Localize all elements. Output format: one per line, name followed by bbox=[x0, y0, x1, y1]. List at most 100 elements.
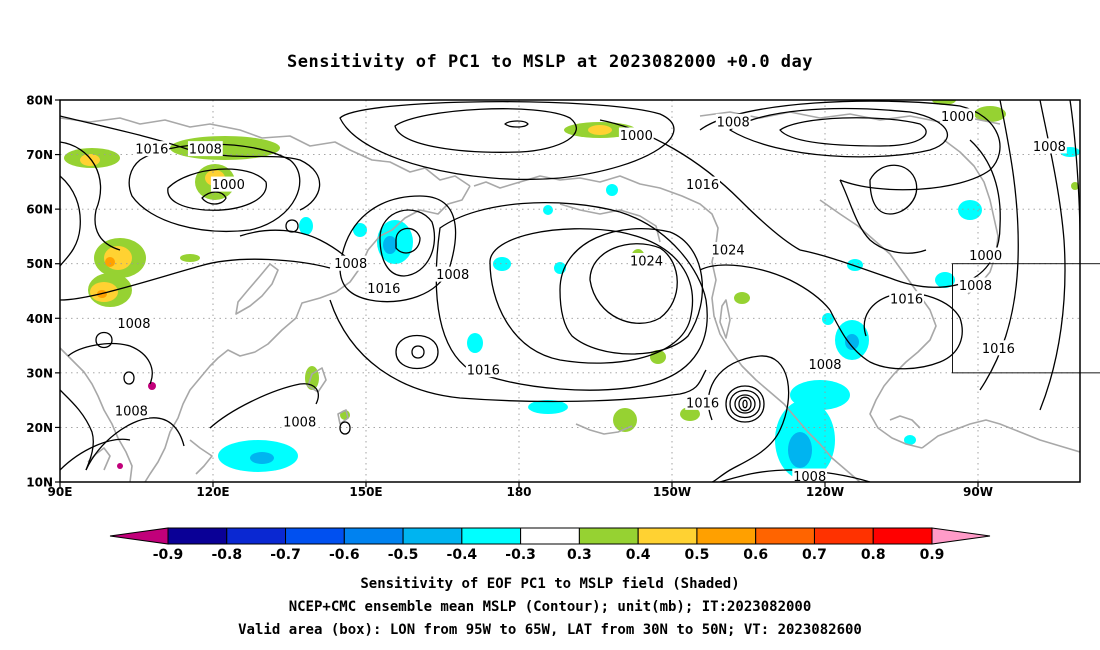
contour-label-bg bbox=[807, 356, 843, 372]
contour-line bbox=[734, 394, 756, 414]
shade-negative bbox=[543, 205, 553, 215]
chart-title: Sensitivity of PC1 to MSLP at 2023082000… bbox=[287, 52, 813, 72]
contour-label: 1008 bbox=[334, 257, 367, 272]
colorbar-segment bbox=[755, 527, 815, 545]
contour-line bbox=[60, 141, 121, 251]
contour-line bbox=[839, 179, 927, 254]
contour-line bbox=[489, 228, 694, 364]
contour-line bbox=[95, 331, 113, 349]
map-background bbox=[60, 100, 1080, 482]
contour-label: 1024 bbox=[630, 254, 663, 269]
contour-line bbox=[504, 120, 529, 128]
contour-label-bg bbox=[114, 403, 149, 419]
shade-positive-peak bbox=[105, 257, 115, 267]
coastline bbox=[943, 139, 999, 295]
colorbar-tick-label: -0.6 bbox=[329, 547, 360, 563]
shade-negative bbox=[790, 380, 850, 410]
contour-label: 1008 bbox=[115, 405, 148, 420]
shade-positive-core bbox=[588, 125, 612, 135]
y-tick-label: 70N bbox=[26, 148, 53, 162]
y-tick-label: 40N bbox=[26, 312, 53, 326]
contour-line bbox=[699, 100, 1001, 191]
colorbar-tick-label: 0.6 bbox=[743, 547, 768, 563]
coastline bbox=[559, 203, 661, 243]
contour-line bbox=[969, 139, 1001, 227]
contour-label-bg bbox=[187, 141, 223, 157]
contour-line bbox=[779, 117, 927, 147]
contour-line bbox=[559, 228, 704, 355]
contour-label-bg bbox=[210, 176, 246, 192]
contour-label: 1000 bbox=[212, 178, 245, 193]
contour-line bbox=[209, 383, 319, 429]
coastline bbox=[921, 419, 1080, 453]
contour-label-bg bbox=[685, 394, 720, 410]
contour-line bbox=[128, 143, 301, 233]
contour-line bbox=[394, 108, 577, 153]
contour-label-bg bbox=[134, 141, 170, 157]
contour-label-bg bbox=[116, 315, 152, 331]
colorbar-tick-label: -0.9 bbox=[153, 547, 184, 563]
shade-negative-core bbox=[250, 452, 274, 464]
colorbar-tick-label: -0.7 bbox=[270, 547, 301, 563]
coastline bbox=[307, 367, 327, 393]
contour-label: 1016 bbox=[135, 143, 168, 158]
colorbar-tick-label: 0.7 bbox=[802, 547, 827, 563]
contour-line bbox=[285, 219, 299, 233]
contour-label: 1000 bbox=[969, 249, 1002, 264]
contour-line bbox=[738, 396, 752, 412]
colorbar-segment bbox=[226, 527, 287, 545]
colorbar-segment bbox=[872, 527, 933, 545]
contour-line bbox=[201, 191, 227, 205]
contour-label-bg bbox=[366, 280, 402, 296]
contour-label: 1008 bbox=[189, 143, 222, 158]
contour-label-bg bbox=[958, 277, 993, 293]
shade-negative bbox=[606, 184, 618, 196]
colorbar-tick-label: 0.5 bbox=[685, 547, 710, 563]
contour-line bbox=[60, 438, 131, 471]
contour-label: 1008 bbox=[436, 268, 469, 283]
caption-line-3: Valid area (box): LON from 95W to 65W, L… bbox=[238, 622, 862, 638]
mslp-contours bbox=[60, 100, 1080, 482]
shade-positive bbox=[305, 366, 319, 390]
contour-label-bg bbox=[981, 340, 1016, 356]
contour-line bbox=[339, 421, 351, 435]
contour-line bbox=[339, 195, 457, 303]
shade-negative-extreme bbox=[117, 463, 123, 469]
contour-label: 1008 bbox=[959, 279, 992, 294]
contour-line bbox=[725, 385, 765, 423]
x-tick-label: 90W bbox=[963, 485, 993, 499]
x-tick-label: 90E bbox=[48, 485, 73, 499]
shade-positive bbox=[680, 407, 700, 421]
colorbar-segment bbox=[813, 527, 874, 545]
colorbar-high-extend bbox=[931, 527, 991, 545]
contour-label: 1016 bbox=[686, 178, 719, 193]
y-tick-label: 30N bbox=[26, 366, 53, 380]
shade-positive bbox=[1071, 182, 1079, 190]
contour-label: 1008 bbox=[793, 470, 826, 485]
map-frame bbox=[59, 99, 1081, 483]
colorbar-segment bbox=[461, 527, 522, 545]
contour-label-bg bbox=[282, 413, 318, 429]
shade-negative bbox=[935, 272, 955, 288]
coastline bbox=[189, 439, 213, 475]
contour-line bbox=[707, 355, 790, 482]
coastline bbox=[719, 299, 731, 339]
colorbar-segment bbox=[167, 527, 228, 545]
contour-label: 1024 bbox=[712, 244, 745, 259]
shade-negative bbox=[958, 200, 982, 220]
x-tick-label: 180 bbox=[506, 485, 531, 499]
shade-negative bbox=[493, 257, 511, 271]
contour-line bbox=[589, 243, 678, 324]
shade-negative-extreme bbox=[148, 382, 156, 390]
colorbar-segment bbox=[637, 527, 698, 545]
contour-line bbox=[435, 202, 708, 391]
contour-label: 1008 bbox=[808, 358, 841, 373]
x-tick-label: 120E bbox=[196, 485, 229, 499]
shade-negative bbox=[528, 400, 568, 414]
caption-line-1: Sensitivity of EOF PC1 to MSLP field (Sh… bbox=[360, 576, 739, 592]
contour-line bbox=[395, 334, 439, 370]
contour-label-bg bbox=[629, 252, 664, 268]
shade-negative-core bbox=[788, 432, 812, 468]
